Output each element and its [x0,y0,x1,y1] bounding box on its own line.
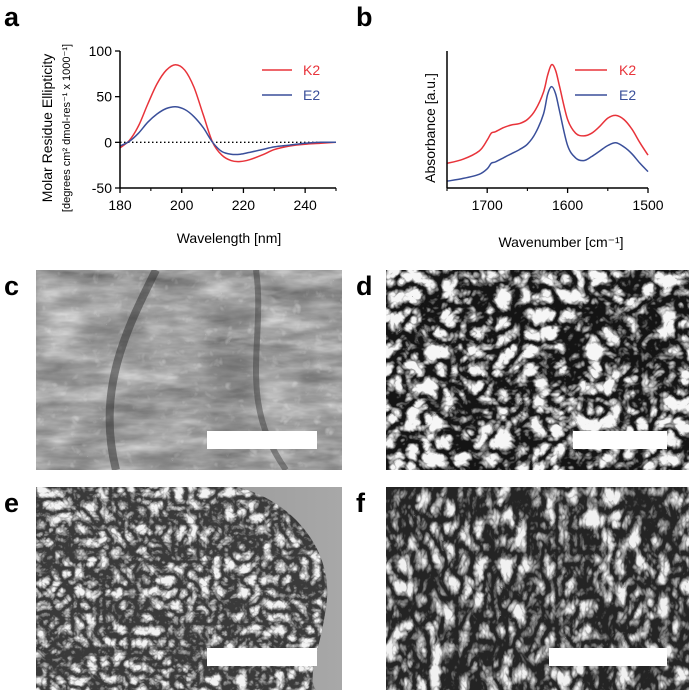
chart-b-xtick-label: 1500 [632,197,663,213]
chart-a-xtick-label: 180 [108,197,132,213]
chart-a-xtick-label: 240 [293,197,317,213]
chart-b-xlabel: Wavenumber [cm⁻¹] [498,234,623,250]
panel-label-c: c [4,271,20,301]
scale-bar-f [549,648,667,666]
chart-a-ytick-label: 100 [89,43,113,59]
chart-a-ytick-label: 0 [104,134,112,150]
chart-a-ylabel: Molar Residue Ellipticity [39,54,55,203]
chart-b-series-k2 [446,63,649,165]
panel-label-e: e [4,488,20,518]
scale-bar-c [207,431,317,449]
scale-bar-d [573,431,667,449]
chart-a-legend-label-e2: E2 [303,87,320,103]
panel-label-d: d [356,271,373,301]
panel-label-f: f [356,488,365,518]
chart-b-xtick-label: 1600 [552,197,583,213]
chart-a-cd-spectrum: 180 200 220 240 -50 0 50 100 K2 E2 Wavelength [n… [39,43,337,246]
chart-a-xlabel: Wavelength [nm] [177,230,282,246]
chart-b-series-e2 [446,85,649,182]
panel-label-b: b [356,2,373,32]
chart-b-legend-label-e2: E2 [619,87,636,103]
chart-a-ytick-label: -50 [92,180,112,196]
chart-a-legend-label-k2: K2 [303,62,320,78]
chart-b-ylabel: Absorbance [a.u.] [422,73,438,183]
panel-label-a: a [4,2,20,32]
chart-b-xtick-label: 1700 [472,197,503,213]
chart-a-series-k2 [119,63,337,163]
chart-b-legend-label-k2: K2 [619,62,636,78]
chart-a-xtick-label: 200 [170,197,194,213]
chart-b-ftir-spectrum: 1700 1600 1500 K2 E2 Wavenumber [cm⁻¹] Abso… [422,51,664,250]
chart-a-xtick-label: 220 [232,197,256,213]
chart-a-ylabel-units: [degrees cm² dmol-res⁻¹ x 1000⁻¹] [61,44,73,212]
chart-a-series-e2 [119,105,337,156]
scale-bar-e [207,648,317,666]
chart-a-ytick-label: 50 [96,89,112,105]
sem-image-d [386,270,689,470]
